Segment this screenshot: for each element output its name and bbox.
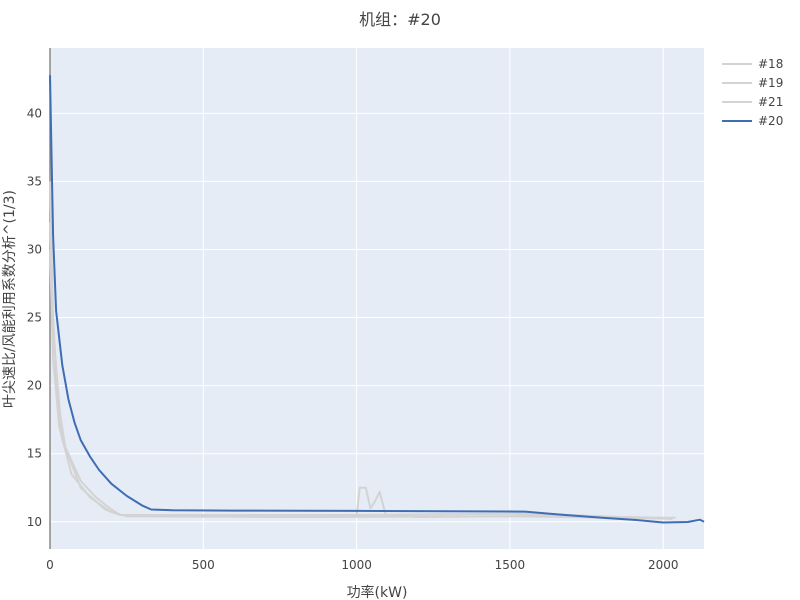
chart-title: 机组：#20 (359, 10, 441, 29)
x-tick-label: 1000 (341, 558, 372, 572)
x-tick-label: 0 (46, 558, 54, 572)
x-tick-label: 500 (192, 558, 215, 572)
y-tick-label: 35 (27, 174, 42, 188)
y-tick-label: 10 (27, 515, 42, 529)
series-line-20[interactable] (49, 75, 705, 524)
x-axis-label: 功率(kW) (347, 584, 408, 600)
y-tick-label: 15 (27, 447, 42, 461)
legend-label[interactable]: #18 (758, 57, 783, 71)
legend-label[interactable]: #21 (758, 95, 783, 109)
legend-label[interactable]: #19 (758, 76, 783, 90)
plot-background (50, 48, 704, 549)
x-tick-label: 1500 (495, 558, 526, 572)
x-tick-label: 2000 (648, 558, 679, 572)
y-tick-label: 20 (27, 379, 42, 393)
y-tick-label: 25 (27, 311, 42, 325)
legend-label[interactable]: #20 (758, 114, 783, 128)
y-axis-label: 叶尖速比/风能利用系数分析^(1/3) (2, 190, 18, 408)
y-tick-label: 40 (27, 106, 42, 120)
y-tick-label: 30 (27, 242, 42, 256)
